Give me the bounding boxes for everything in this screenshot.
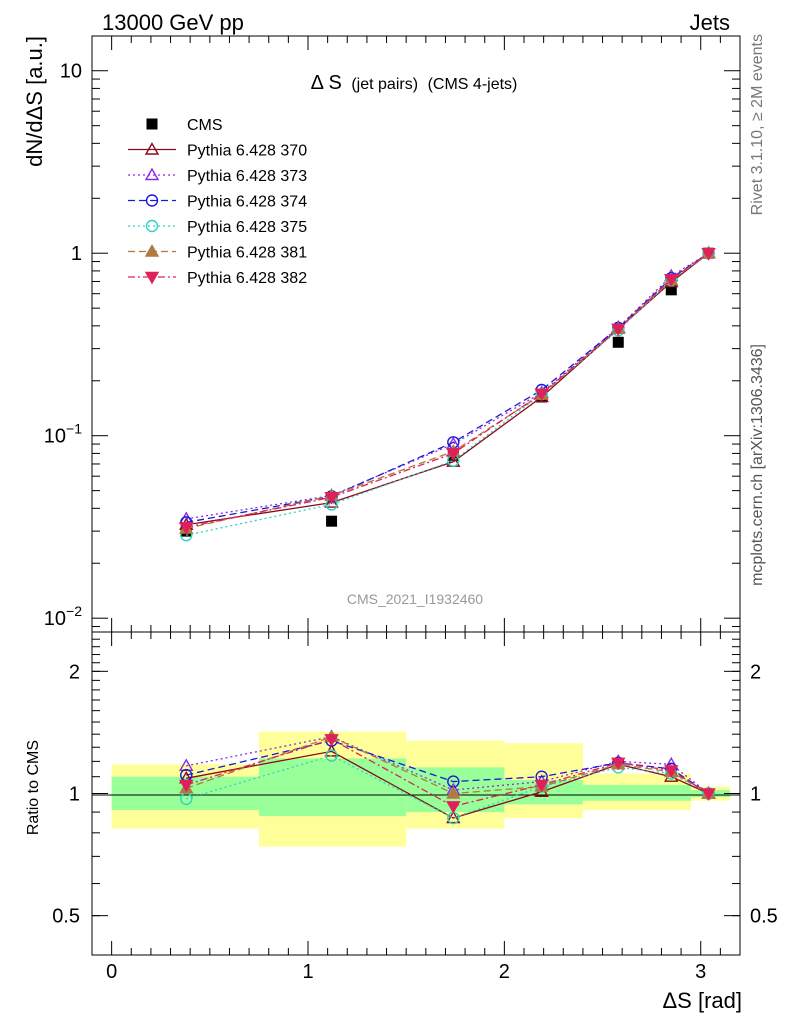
data-point: [179, 522, 194, 535]
header-left: 13000 GeV pp: [102, 10, 244, 35]
header-right: Jets: [690, 10, 730, 35]
legend-marker: [144, 271, 160, 285]
data-point: [665, 284, 677, 296]
y-tick-exponent: −2: [66, 603, 82, 619]
legend-marker: [144, 167, 160, 181]
y-tick-label-right: 1: [750, 784, 761, 806]
legend-marker: [146, 118, 158, 130]
legend: CMS Pythia 6.428 370 Pythia 6.428 373 Pythi…: [128, 117, 307, 287]
y-tick-label-right: 2: [750, 661, 761, 683]
ratio-point: [179, 779, 194, 793]
series-line: [186, 252, 709, 530]
main-ylabel: dN/dΔS [a.u.]: [22, 36, 47, 167]
legend-label: CMS: [187, 117, 223, 134]
main-title: Δ S (jet pairs) (CMS 4-jets): [311, 72, 518, 94]
legend-entry: Pythia 6.428 373: [128, 167, 307, 185]
series-5: [179, 245, 716, 534]
data-point: [664, 274, 679, 287]
legend-entry: Pythia 6.428 382: [128, 270, 307, 287]
data-point: [326, 515, 338, 527]
series-line: [186, 252, 709, 536]
series-6: [179, 248, 716, 535]
legend-marker: [144, 244, 160, 257]
ratio-ylabel: Ratio to CMS: [25, 740, 42, 835]
legend-label: Pythia 6.428 373: [187, 168, 307, 185]
series-line: [186, 252, 709, 528]
legend-label: Pythia 6.428 370: [187, 143, 307, 160]
series-2: [179, 245, 716, 525]
y-tick-base: 10: [60, 61, 82, 83]
y-tick-base: 1: [71, 243, 82, 265]
ratio-panel: 0 1 2 3 0.5 0.5 1 1 2 2 Ratio to CMS ΔS [rad]: [25, 631, 778, 1013]
series-line: [186, 252, 709, 524]
ratio-point: [325, 749, 338, 762]
ratio-point: [611, 757, 626, 771]
legend-label: Pythia 6.428 382: [187, 270, 307, 287]
x-axis-label: ΔS [rad]: [662, 988, 742, 1013]
legend-entry: Pythia 6.428 381: [128, 244, 307, 262]
y-tick-base: 10: [44, 608, 66, 630]
legend-marker: [145, 219, 159, 233]
legend-marker: [145, 194, 159, 207]
legend-label: Pythia 6.428 375: [187, 219, 307, 236]
ratio-point: [179, 758, 194, 772]
series-3: [180, 247, 715, 529]
legend-entry: Pythia 6.428 370: [128, 142, 307, 160]
main-title-sub: (jet pairs): [351, 76, 418, 93]
ratio-point: [446, 801, 461, 814]
data-point: [701, 248, 716, 261]
uncertainty-band-green: [582, 784, 691, 801]
y-tick-label: 0.5: [52, 906, 80, 928]
x-tick-label: 0: [106, 961, 117, 983]
data-point: [612, 336, 624, 348]
data-point: [324, 492, 339, 505]
series-line: [186, 252, 709, 526]
data-point: [446, 448, 461, 461]
y-tick-exponent: −1: [66, 421, 82, 437]
y-tick-label: 10: [60, 61, 82, 83]
data-point: [324, 495, 339, 508]
y-tick-label: 1: [69, 784, 80, 806]
legend-marker: [144, 142, 160, 155]
side-label-bottom: mcplots.cern.ch [arXiv:1306.3436]: [749, 344, 766, 586]
ratio-point: [446, 786, 461, 799]
ratio-point: [534, 779, 549, 793]
y-tick-base: 10: [44, 426, 66, 448]
y-tick-label: 10−2: [44, 603, 82, 630]
ratio-series-5: [179, 734, 716, 814]
legend-label: Pythia 6.428 374: [187, 194, 307, 211]
x-tick-label: 1: [302, 961, 313, 983]
legend-entry: Pythia 6.428 375: [128, 219, 307, 236]
series-4: [180, 247, 715, 542]
legend-entry: CMS: [146, 117, 223, 134]
side-label-top: Rivet 3.1.10, ≥ 2M events: [749, 34, 766, 215]
x-tick-label: 2: [499, 961, 510, 983]
y-tick-label-right: 0.5: [750, 906, 778, 928]
y-tick-label: 1: [71, 243, 82, 265]
series-0: [180, 247, 715, 537]
series-1: [179, 245, 716, 530]
y-tick-label: 2: [69, 661, 80, 683]
x-tick-label: 3: [695, 961, 706, 983]
ratio-series-line: [186, 754, 709, 819]
watermark: CMS_2021_I1932460: [347, 591, 483, 607]
data-point: [534, 388, 549, 402]
main-title-tail: (CMS 4-jets): [428, 76, 518, 93]
ratio-point: [324, 734, 339, 747]
legend-entry: Pythia 6.428 374: [128, 194, 307, 211]
legend-label: Pythia 6.428 381: [187, 245, 307, 262]
data-point: [611, 323, 626, 337]
ratio-point: [664, 765, 679, 778]
main-title-main: Δ S: [311, 72, 342, 94]
series-line: [186, 252, 709, 520]
y-tick-label: 10−1: [44, 421, 82, 448]
ratio-point: [701, 788, 716, 801]
uncertainty-band-green: [258, 758, 407, 817]
